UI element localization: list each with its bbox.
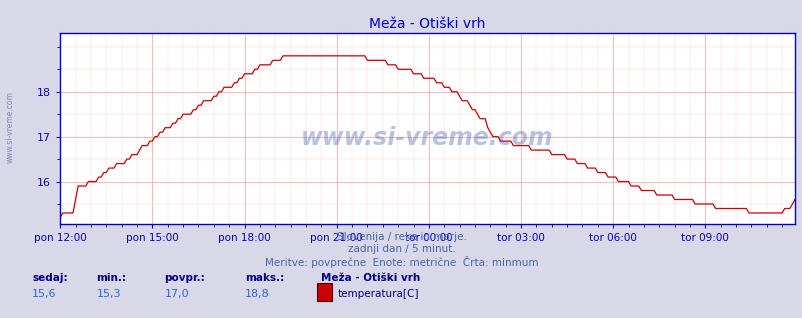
Text: zadnji dan / 5 minut.: zadnji dan / 5 minut. <box>347 244 455 254</box>
Text: sedaj:: sedaj: <box>32 273 67 283</box>
Title: Meža - Otiški vrh: Meža - Otiški vrh <box>369 17 485 31</box>
Text: povpr.:: povpr.: <box>164 273 205 283</box>
Text: maks.:: maks.: <box>245 273 284 283</box>
Text: Meža - Otiški vrh: Meža - Otiški vrh <box>321 273 420 283</box>
Text: temperatura[C]: temperatura[C] <box>337 289 418 299</box>
Text: www.si-vreme.com: www.si-vreme.com <box>6 91 15 163</box>
Text: Meritve: povprečne  Enote: metrične  Črta: minmum: Meritve: povprečne Enote: metrične Črta:… <box>265 256 537 268</box>
Text: www.si-vreme.com: www.si-vreme.com <box>301 126 553 150</box>
Text: Slovenija / reke in morje.: Slovenija / reke in morje. <box>336 232 466 242</box>
Text: 15,6: 15,6 <box>32 289 57 299</box>
Text: min.:: min.: <box>96 273 126 283</box>
Text: 18,8: 18,8 <box>245 289 269 299</box>
Text: 15,3: 15,3 <box>96 289 121 299</box>
Text: 17,0: 17,0 <box>164 289 189 299</box>
